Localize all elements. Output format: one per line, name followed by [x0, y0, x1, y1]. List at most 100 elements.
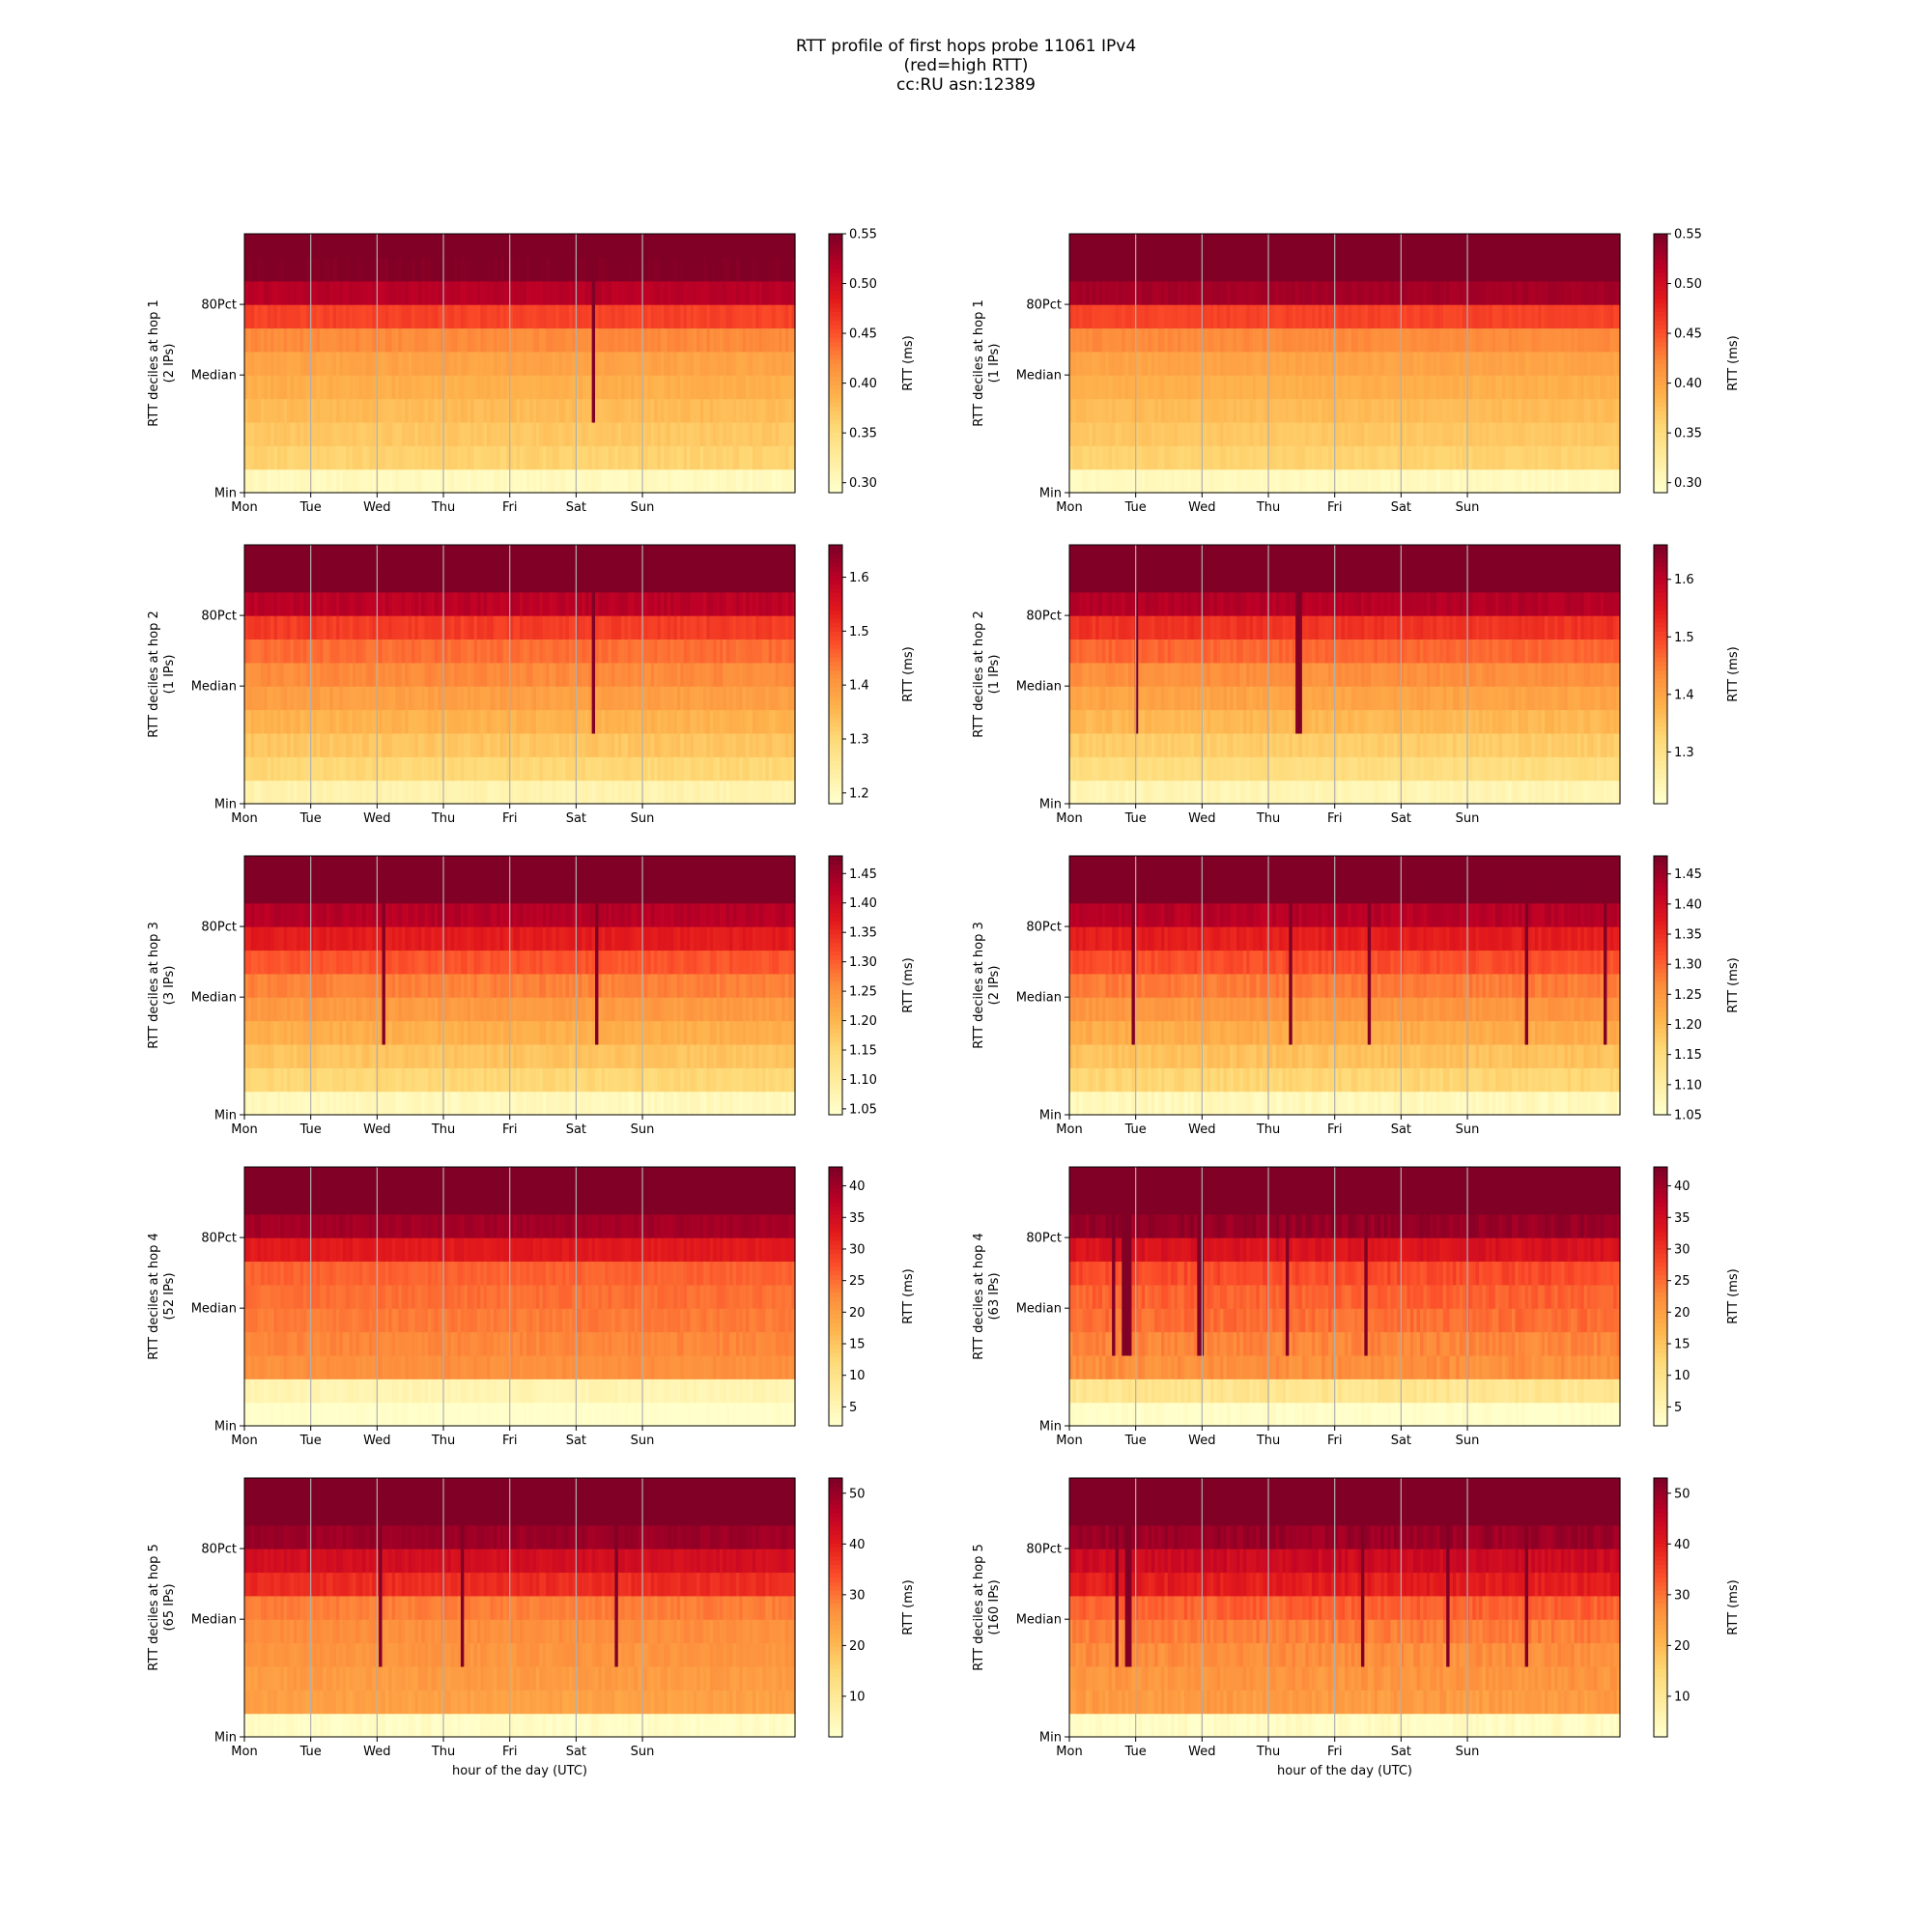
heatmap-cell — [1475, 234, 1480, 258]
heatmap-cell — [244, 375, 248, 400]
heatmap-cell — [349, 398, 354, 423]
heatmap-cell — [664, 327, 668, 353]
heatmap-cell — [408, 662, 412, 687]
colorbar-segment — [829, 388, 842, 394]
heatmap-cell — [1131, 445, 1136, 470]
heatmap-cell — [634, 280, 639, 305]
heatmap-cell — [699, 445, 704, 470]
heatmap-cell — [693, 351, 697, 376]
heatmap-cell — [339, 234, 344, 258]
heatmap-cell — [438, 327, 442, 353]
heatmap-cell — [1508, 234, 1513, 258]
heatmap-cell — [309, 469, 314, 494]
heatmap-cell — [617, 351, 622, 376]
heatmap-cell — [670, 421, 675, 446]
heatmap-cell — [650, 375, 655, 400]
heatmap-cell — [280, 469, 285, 494]
heatmap-cell — [503, 280, 508, 305]
heatmap-cell — [384, 398, 389, 423]
heatmap-cell — [1348, 469, 1352, 494]
heatmap-cell — [497, 280, 501, 305]
heatmap-cell — [1348, 234, 1352, 258]
heatmap-cell — [382, 280, 386, 305]
heatmap-cell — [1279, 234, 1284, 258]
heatmap-cell — [303, 469, 308, 494]
heatmap-cell — [276, 280, 281, 305]
heatmap-cell — [709, 327, 714, 353]
heatmap-cell — [558, 375, 563, 400]
heatmap-cell — [520, 280, 524, 305]
heatmap-cell — [342, 304, 347, 329]
heatmap-cell — [529, 327, 534, 353]
heatmap-cell — [339, 686, 344, 711]
heatmap-cell — [595, 445, 600, 470]
heatmap-cell — [562, 351, 567, 376]
heatmap-cell — [716, 469, 721, 494]
heatmap-cell — [680, 304, 685, 329]
heatmap-cell — [247, 732, 252, 757]
heatmap-cell — [476, 304, 481, 329]
heatmap-cell — [384, 304, 389, 329]
heatmap-cell — [434, 469, 439, 494]
heatmap-cell — [247, 398, 252, 423]
heatmap-cell — [555, 280, 560, 305]
heatmap-cell — [476, 421, 481, 446]
heatmap-cell — [1177, 304, 1181, 329]
heatmap-cell — [611, 421, 615, 446]
heatmap-cell — [499, 662, 504, 687]
colorbar-segment — [1654, 414, 1667, 420]
heatmap-cell — [447, 421, 452, 446]
heatmap-cell — [273, 398, 278, 423]
heatmap-cell — [1292, 398, 1296, 423]
heatmap-cell — [546, 756, 551, 781]
heatmap-cell — [1233, 304, 1237, 329]
heatmap-cell — [408, 375, 412, 400]
heatmap-cell — [417, 327, 422, 353]
heatmap-cell — [342, 421, 347, 446]
heatmap-cell — [588, 257, 593, 282]
heatmap-cell — [749, 469, 753, 494]
heatmap-cell — [260, 280, 265, 305]
heatmap-cell — [250, 234, 255, 258]
heatmap-cell — [316, 780, 321, 805]
heatmap-cell — [454, 615, 459, 640]
heatmap-cell — [247, 568, 252, 593]
heatmap-cell — [1475, 421, 1480, 446]
heatmap-cell — [638, 421, 642, 446]
heatmap-cell — [627, 304, 632, 329]
heatmap-cell — [1095, 257, 1100, 282]
colorbar-segment — [1654, 250, 1667, 256]
heatmap-cell — [329, 375, 334, 400]
heatmap-cell — [716, 445, 721, 470]
heatmap-cell — [388, 469, 393, 494]
heatmap-cell — [313, 421, 318, 446]
heatmap-cell — [584, 375, 589, 400]
heatmap-cell — [552, 304, 556, 329]
heatmap-cell — [490, 568, 495, 593]
heatmap-cell — [601, 445, 606, 470]
heatmap-cell — [293, 304, 298, 329]
heatmap-cell — [523, 234, 527, 258]
heatmap-cell — [1315, 469, 1320, 494]
heatmap-cell — [624, 327, 629, 353]
heatmap-cell — [1118, 469, 1122, 494]
heatmap-cell — [313, 398, 318, 423]
heatmap-cell — [676, 257, 681, 282]
heatmap-cell — [1485, 421, 1490, 446]
heatmap-cell — [739, 375, 744, 400]
heatmap-cell — [673, 304, 678, 329]
heatmap-cell — [395, 469, 400, 494]
heatmap-cell — [493, 398, 497, 423]
heatmap-cell — [1085, 257, 1090, 282]
heatmap-cell — [326, 351, 330, 376]
heatmap-cell — [765, 257, 770, 282]
heatmap-cell — [443, 421, 448, 446]
colorbar-segment — [829, 355, 842, 360]
heatmap-cell — [329, 615, 334, 640]
heatmap-cell — [260, 591, 265, 616]
heatmap-cell — [765, 421, 770, 446]
heatmap-cell — [699, 469, 704, 494]
heatmap-cell — [382, 257, 386, 282]
heatmap-cell — [467, 756, 471, 781]
heatmap-cell — [303, 234, 308, 258]
